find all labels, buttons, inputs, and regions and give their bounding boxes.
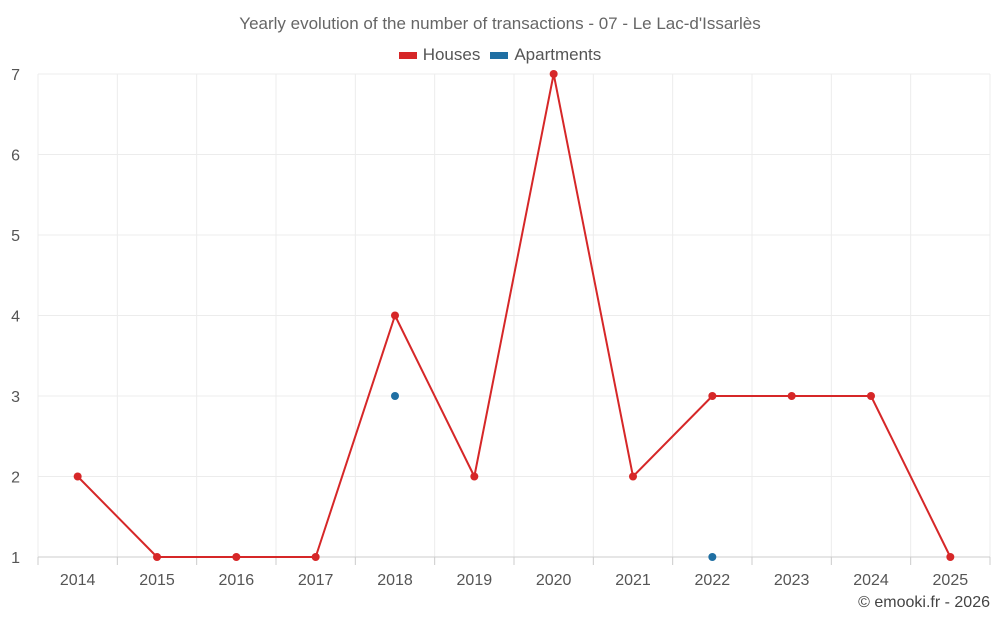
y-tick-label: 2 xyxy=(11,470,20,487)
x-tick-label: 2020 xyxy=(536,572,572,589)
data-point-apartments xyxy=(391,392,399,400)
credit-text: © emooki.fr - 2026 xyxy=(858,594,990,611)
legend-item-apartments[interactable]: Apartments xyxy=(490,45,601,65)
legend-label-apartments: Apartments xyxy=(514,45,602,64)
x-tick-label: 2019 xyxy=(457,572,493,589)
grid-lines xyxy=(37,73,991,557)
data-point-houses xyxy=(311,553,320,561)
axes: 1 2 3 4 5 6 7 2014 2015 2016 2017 2018 2019 2020 2021 2… xyxy=(11,67,991,589)
series-group xyxy=(73,70,955,561)
data-point-houses xyxy=(232,553,241,561)
x-tick-label: 2017 xyxy=(298,572,334,589)
legend-swatch-apartments xyxy=(490,51,509,59)
legend-label-houses: Houses xyxy=(422,45,481,64)
legend-swatch-houses xyxy=(398,51,417,59)
y-tick-label: 3 xyxy=(11,389,20,406)
data-point-apartments xyxy=(708,553,717,561)
data-point-houses xyxy=(73,472,82,481)
x-tick-label: 2023 xyxy=(774,572,810,589)
legend: Houses Apartments xyxy=(0,45,1000,65)
series-line-houses xyxy=(76,73,952,558)
data-point-houses xyxy=(153,553,161,561)
legend-item-houses[interactable]: Houses xyxy=(398,45,481,65)
x-tick-label: 2018 xyxy=(377,572,413,589)
y-tick-label: 4 xyxy=(11,309,20,326)
x-tick-label: 2016 xyxy=(219,572,255,589)
x-tick-label: 2022 xyxy=(695,572,731,589)
data-point-houses xyxy=(708,392,717,400)
x-tick-label: 2024 xyxy=(853,572,889,589)
data-point-houses xyxy=(867,392,875,400)
y-tick-label: 6 xyxy=(11,148,20,165)
x-tick-label: 2025 xyxy=(933,572,969,589)
x-tick-label: 2014 xyxy=(60,572,96,589)
x-tick-label: 2021 xyxy=(615,572,651,589)
data-point-houses xyxy=(549,70,558,78)
data-point-houses xyxy=(787,392,796,400)
y-tick-label: 1 xyxy=(11,550,20,567)
data-point-houses xyxy=(946,553,955,561)
data-point-houses xyxy=(629,472,637,481)
data-point-houses xyxy=(470,472,479,481)
chart-title: Yearly evolution of the number of transa… xyxy=(239,14,761,33)
y-tick-label: 7 xyxy=(11,67,20,84)
x-tick-label: 2015 xyxy=(139,572,175,589)
y-tick-label: 5 xyxy=(11,228,20,245)
data-point-houses xyxy=(391,311,399,320)
